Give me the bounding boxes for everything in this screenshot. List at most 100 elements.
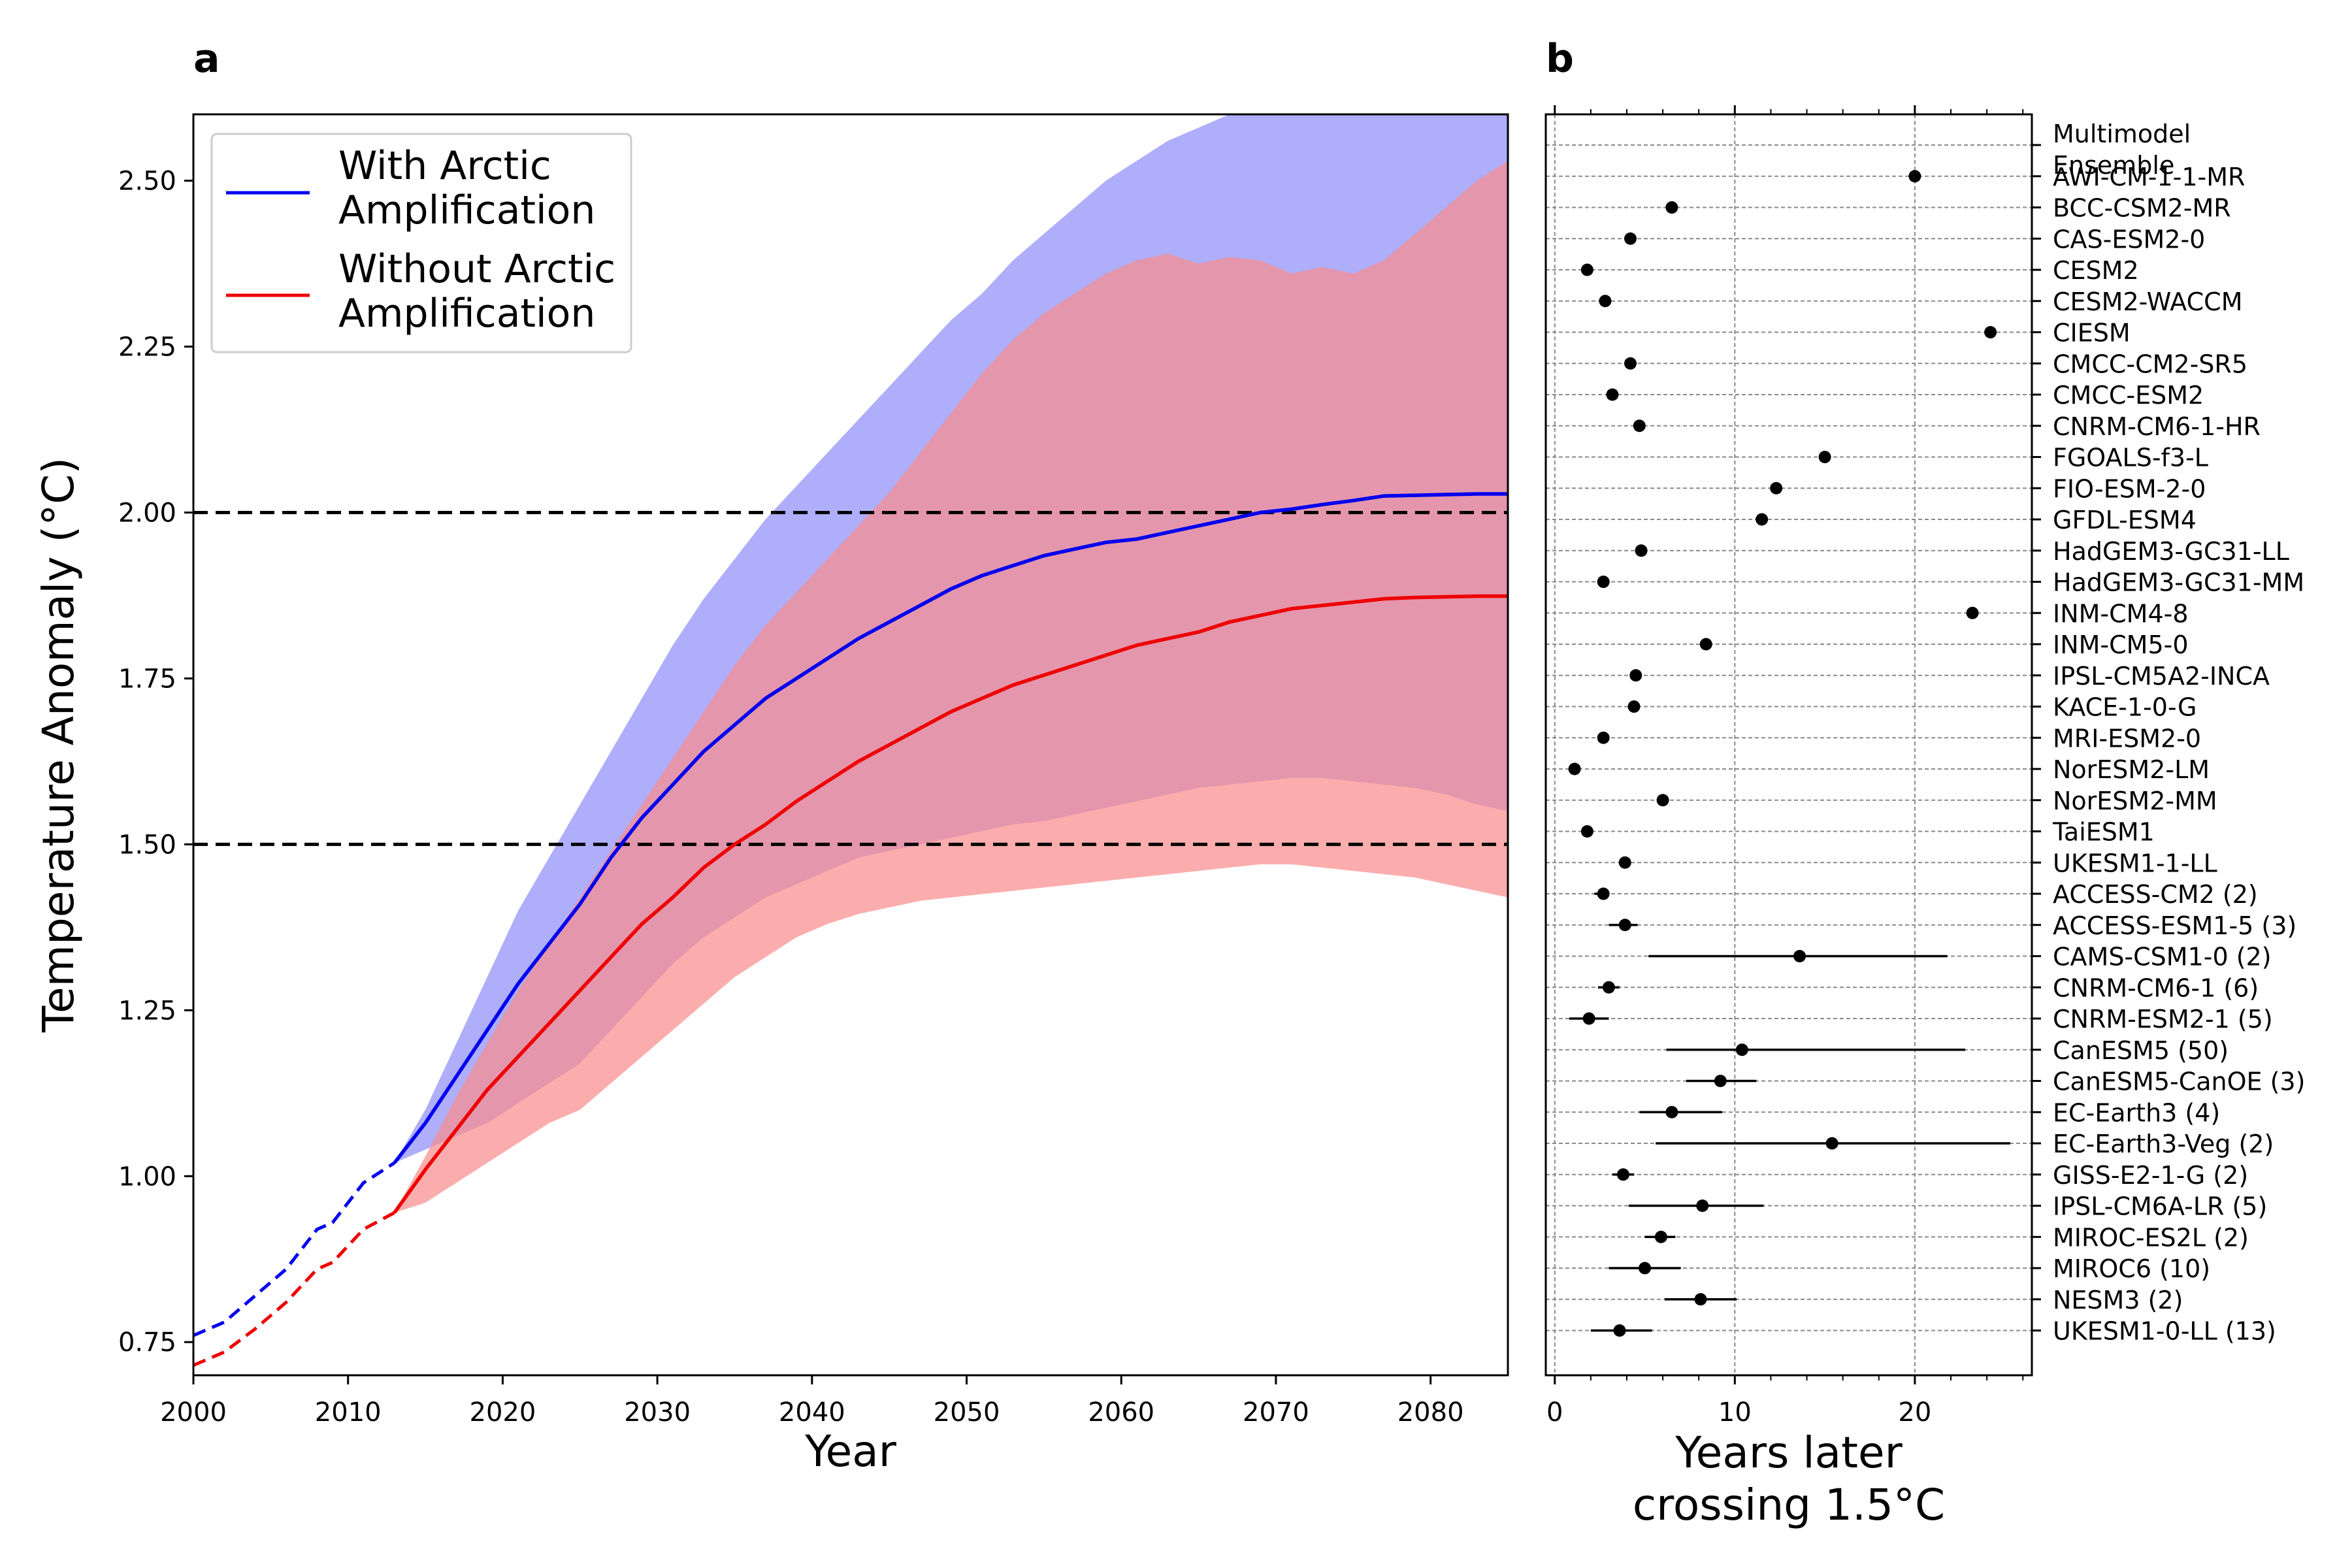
- panel-a: a 2000 2010 2020 2030 2040 2050 2060 2070 2080 0.…: [33, 36, 1509, 1477]
- category-label: CNRM-CM6-1-HR: [2053, 412, 2261, 441]
- category-label: BCC-CSM2-MR: [2053, 194, 2231, 223]
- category-label: TaiESM1: [2052, 818, 2155, 847]
- data-point: [1793, 950, 1806, 962]
- series-line-with-arctic: [393, 492, 1508, 1164]
- y-tick-label: 1.50: [118, 830, 176, 860]
- data-point: [1602, 981, 1615, 994]
- category-label: EC-Earth3-Veg (2): [2053, 1130, 2274, 1158]
- x-tick-label: 2010: [315, 1397, 382, 1428]
- data-point: [1818, 451, 1831, 463]
- category-label: ACCESS-ESM1-5 (3): [2053, 911, 2296, 940]
- category-label: NESM3 (2): [2053, 1286, 2183, 1315]
- category-label: INM-CM4-8: [2053, 599, 2189, 628]
- data-point: [1627, 700, 1641, 713]
- data-point: [1714, 1075, 1727, 1087]
- data-point: [1582, 1012, 1595, 1025]
- category-label: CanESM5 (50): [2053, 1036, 2229, 1065]
- panel-b-label: b: [1546, 36, 1574, 82]
- y-tick-label: 1.75: [118, 664, 176, 694]
- data-point: [1908, 170, 1921, 183]
- x-tick-label: 2040: [779, 1397, 845, 1428]
- x-tick-label: 0: [1546, 1397, 1563, 1428]
- data-point: [1635, 544, 1648, 557]
- category-label: FIO-ESM-2-0: [2053, 474, 2206, 503]
- data-point: [1629, 669, 1642, 682]
- category-label: Multimodel: [2053, 120, 2191, 148]
- category-label: UKESM1-0-LL (13): [2053, 1317, 2276, 1346]
- category-label: CMCC-ESM2: [2053, 381, 2204, 410]
- data-point: [1825, 1137, 1838, 1150]
- legend-box: [210, 133, 632, 353]
- data-point: [1699, 638, 1712, 651]
- panel-a-plot-area: [193, 114, 1508, 1367]
- panel-b-plot-area: [1568, 170, 2010, 1337]
- x-tick-label: 2000: [160, 1397, 227, 1428]
- legend-label-without-arctic-line2: Amplification: [338, 291, 595, 336]
- data-point: [1580, 825, 1593, 838]
- data-point: [1633, 419, 1646, 433]
- data-point: [1597, 576, 1610, 588]
- y-tick-label: 2.50: [118, 167, 176, 197]
- data-point: [1597, 731, 1610, 744]
- category-label: GISS-E2-1-G (2): [2053, 1161, 2248, 1190]
- data-point: [1639, 1262, 1652, 1275]
- series-line-without-arctic: [393, 594, 1508, 1214]
- category-label: KACE-1-0-G: [2053, 693, 2197, 722]
- panel-a-y-axis-title: Temperature Anomaly (°C): [33, 457, 84, 1033]
- category-label: HadGEM3-GC31-MM: [2053, 568, 2304, 597]
- category-label: HadGEM3-GC31-LL: [2053, 537, 2289, 566]
- data-point: [1568, 762, 1581, 776]
- historical-line-without-arctic: [193, 1211, 395, 1367]
- data-point: [1694, 1293, 1707, 1306]
- data-point: [1616, 1168, 1629, 1181]
- category-label: INM-CM5-0: [2053, 630, 2189, 659]
- data-point: [1984, 326, 1997, 338]
- legend: With Arctic Amplification Without Arctic…: [210, 133, 632, 353]
- category-label: ACCESS-CM2 (2): [2053, 880, 2258, 909]
- category-label: MIROC-ES2L (2): [2053, 1223, 2249, 1252]
- data-point: [1624, 232, 1637, 245]
- data-point: [1580, 263, 1593, 276]
- category-label: NorESM2-MM: [2053, 787, 2217, 815]
- category-label: CAS-ESM2-0: [2053, 225, 2205, 253]
- category-label: FGOALS-f3-L: [2053, 444, 2208, 472]
- legend-label-with-arctic-line2: Amplification: [338, 188, 595, 233]
- y-tick-label: 1.00: [118, 1162, 176, 1192]
- panel-a-x-axis-title: Year: [804, 1426, 897, 1477]
- y-tick-label: 2.00: [118, 498, 176, 528]
- category-label: CNRM-CM6-1 (6): [2053, 973, 2259, 1002]
- y-tick-label: 0.75: [118, 1328, 176, 1358]
- y-tick-label: 1.25: [118, 996, 176, 1026]
- category-label: Ensemble: [2053, 151, 2174, 180]
- category-label: CESM2: [2053, 256, 2139, 285]
- data-point: [1696, 1200, 1709, 1212]
- category-label: CIESM: [2053, 319, 2131, 348]
- category-label: IPSL-CM5A2-INCA: [2053, 662, 2270, 691]
- panel-b-frame: [1544, 113, 2033, 1377]
- data-point: [1735, 1043, 1748, 1056]
- x-tick-label: 2080: [1397, 1397, 1464, 1428]
- data-point: [1756, 513, 1769, 526]
- data-point: [1656, 794, 1669, 807]
- data-point: [1654, 1230, 1667, 1243]
- legend-label-without-arctic-line1: Without Arctic: [338, 246, 615, 292]
- data-point: [1618, 856, 1631, 869]
- legend-label-with-arctic-line1: With Arctic: [338, 143, 551, 189]
- x-tick-label: 2030: [624, 1397, 691, 1428]
- historical-line-with-arctic: [193, 1161, 396, 1337]
- panel-b-x-axis-title-line2: crossing 1.5°C: [1633, 1480, 1945, 1530]
- panel-a-frame: [192, 113, 1509, 1377]
- category-label: CanESM5-CanOE (3): [2053, 1068, 2305, 1096]
- category-label: CAMS-CSM1-0 (2): [2053, 943, 2272, 972]
- category-label: UKESM1-1-LL: [2053, 849, 2217, 877]
- data-point: [1606, 388, 1619, 401]
- data-point: [1597, 887, 1610, 900]
- x-tick-label: 10: [1718, 1397, 1752, 1428]
- uncertainty-band-without-arctic: [394, 161, 1508, 1213]
- panel-b-x-axis-title-line1: Years later: [1674, 1428, 1903, 1478]
- x-tick-label: 2020: [470, 1397, 536, 1428]
- panel-a-axes: 2000 2010 2020 2030 2040 2050 2060 2070 2080 0.75…: [118, 167, 1464, 1428]
- category-label: AWI-CM-1-1-MR: [2053, 163, 2245, 191]
